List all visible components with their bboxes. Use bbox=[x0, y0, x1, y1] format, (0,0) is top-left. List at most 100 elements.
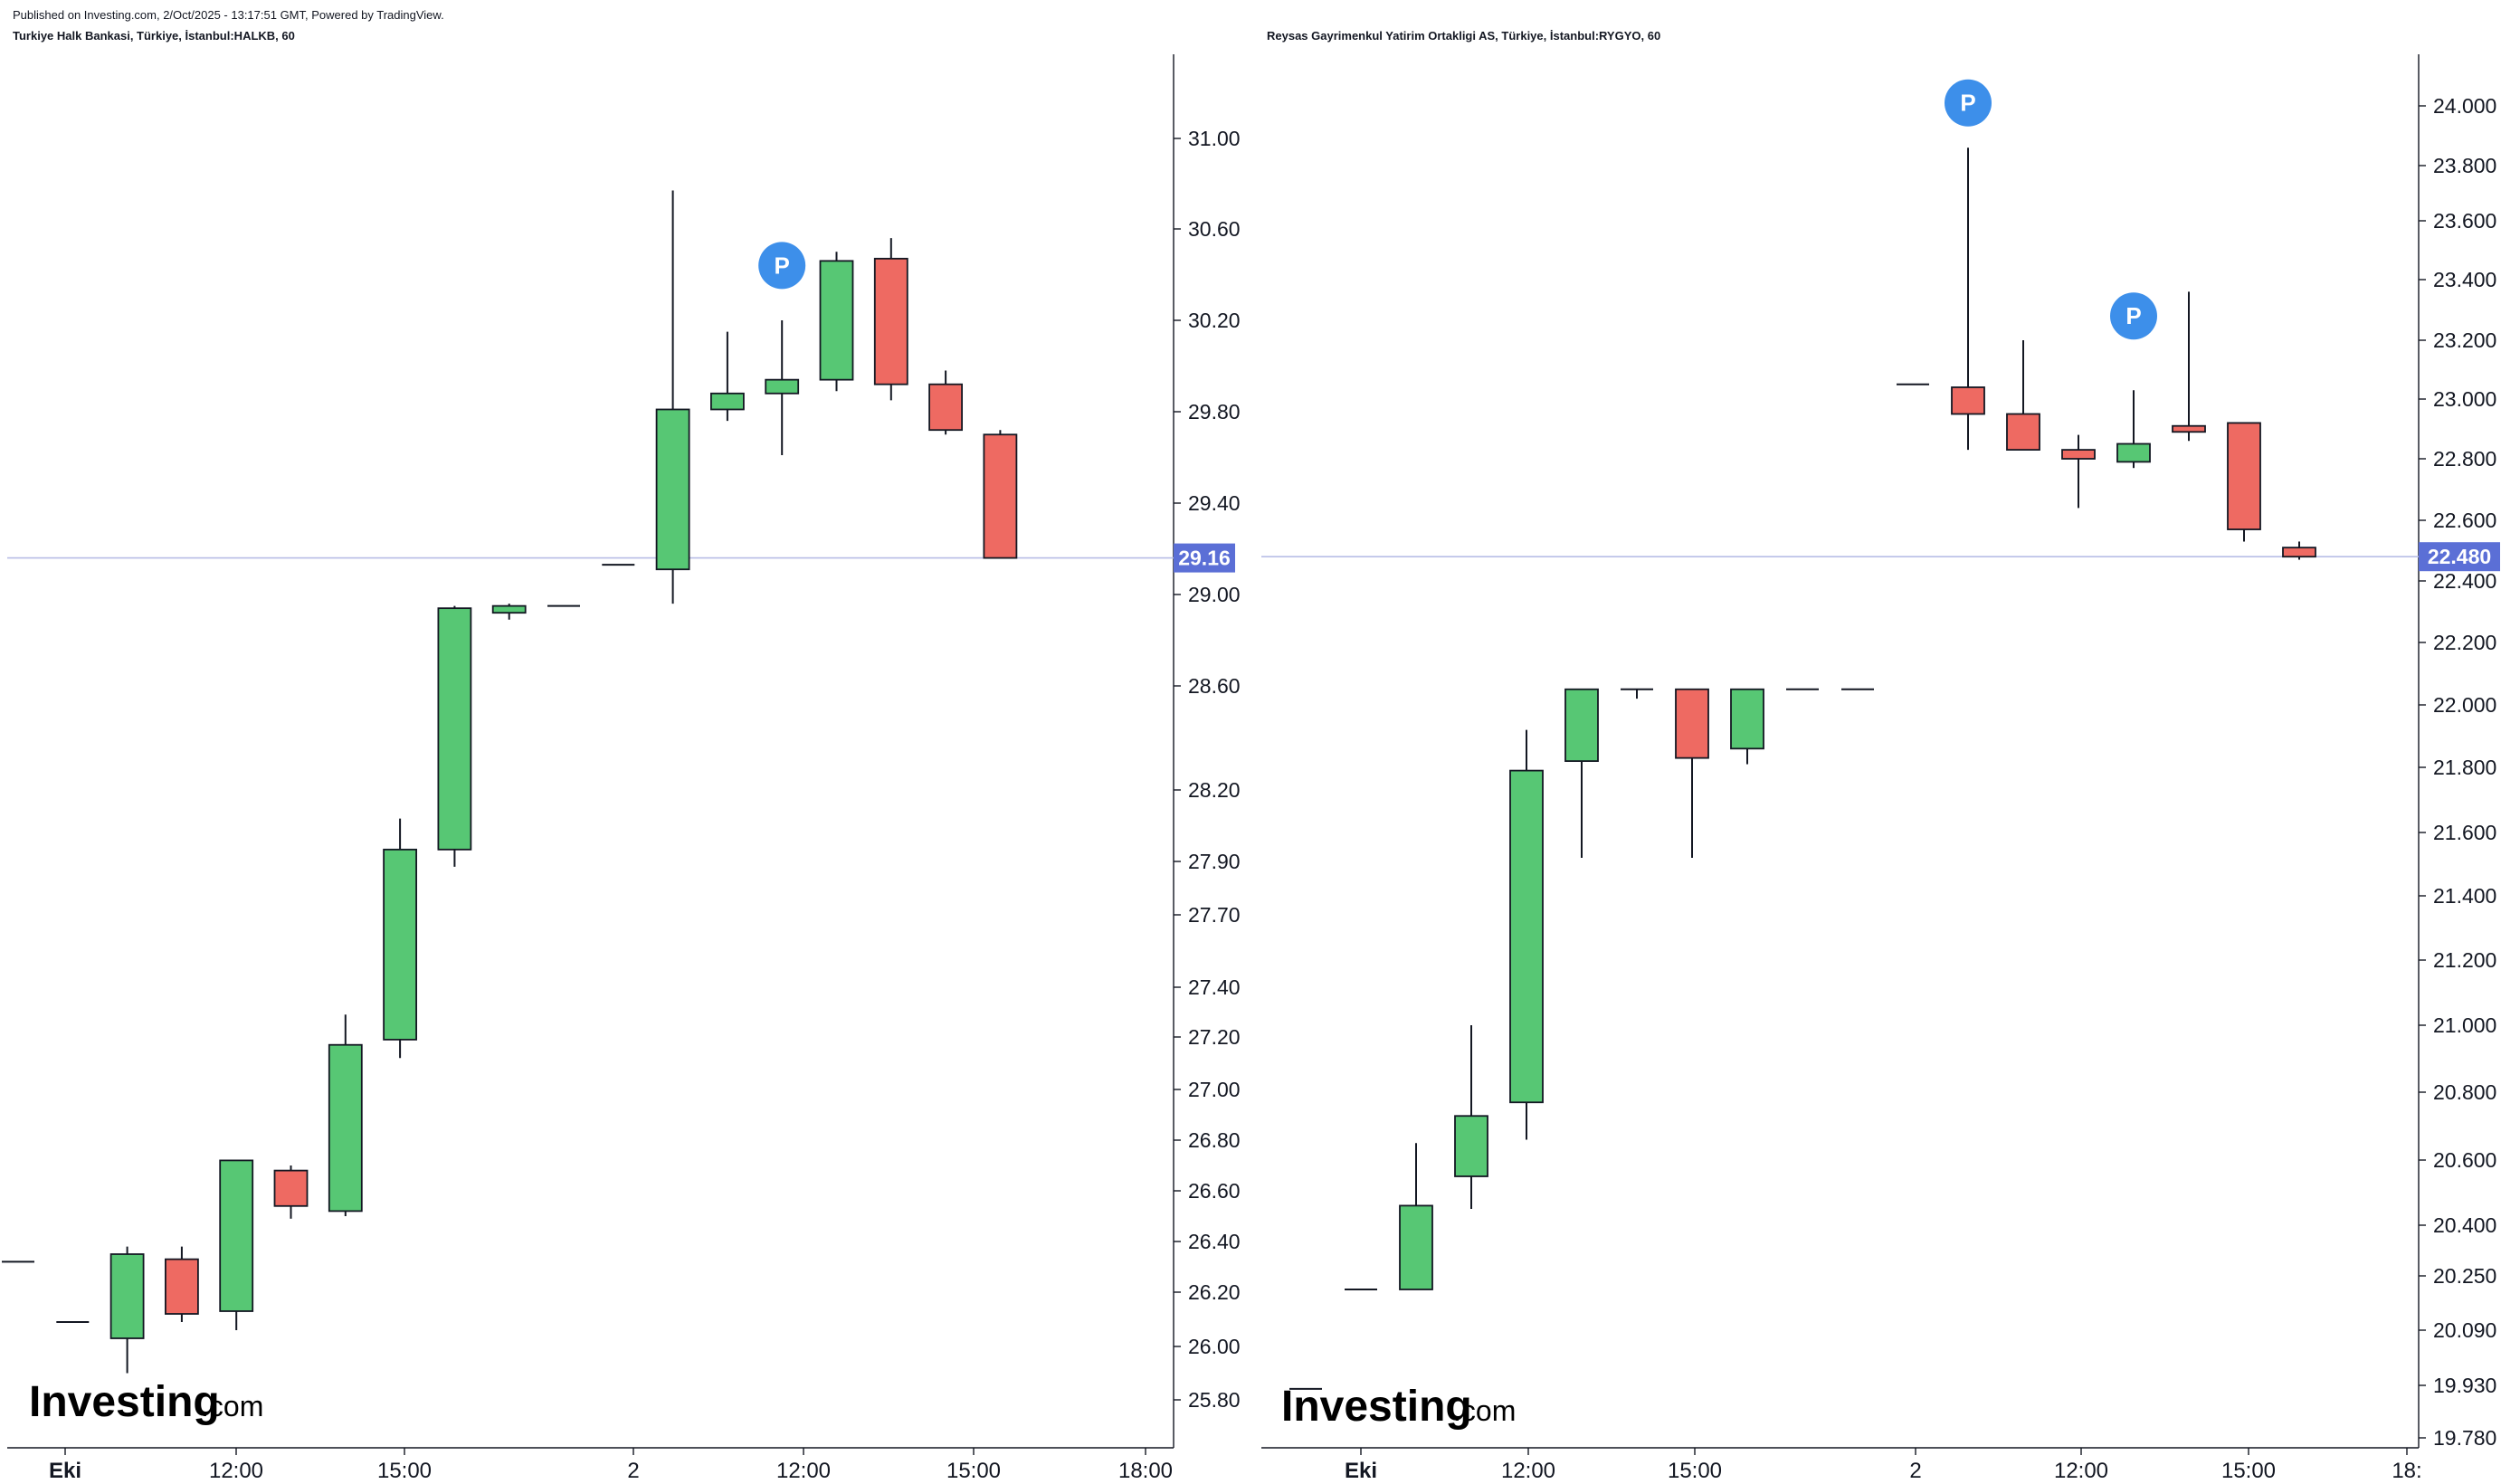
price-tick-label: 20.250 bbox=[2433, 1264, 2496, 1288]
candle[interactable] bbox=[437, 605, 472, 867]
candle[interactable] bbox=[1730, 688, 1764, 765]
candle-body-up bbox=[328, 1043, 363, 1213]
time-tick-label: Eki bbox=[49, 1459, 81, 1483]
price-tick-label: 26.80 bbox=[1188, 1128, 1241, 1152]
candle[interactable] bbox=[2061, 434, 2096, 509]
logo-text: Investing bbox=[1281, 1383, 1472, 1431]
candle[interactable] bbox=[219, 1159, 254, 1330]
candle-body-up bbox=[2116, 442, 2151, 463]
price-tick-label: 21.600 bbox=[2433, 821, 2496, 844]
price-tick-label: 19.780 bbox=[2433, 1426, 2496, 1450]
candle[interactable] bbox=[1454, 1025, 1488, 1209]
price-tick-label: 22.000 bbox=[2433, 693, 2496, 717]
candle[interactable] bbox=[109, 1246, 145, 1374]
candle-body-down bbox=[1951, 386, 1985, 415]
price-tick-label: 28.60 bbox=[1188, 674, 1241, 698]
price-tag-value: 22.480 bbox=[2428, 545, 2491, 568]
candle[interactable] bbox=[1399, 1143, 1433, 1290]
candle-body-down bbox=[2227, 422, 2261, 530]
candle-body-up bbox=[1509, 769, 1544, 1104]
candle[interactable] bbox=[1951, 147, 1985, 451]
logo-suffix: .com bbox=[201, 1390, 263, 1422]
price-tick-label: 29.40 bbox=[1188, 491, 1241, 515]
last-price-tag: 22.480 bbox=[2419, 542, 2500, 572]
candle-body-down bbox=[2006, 413, 2040, 451]
price-tick-label: 29.80 bbox=[1188, 400, 1241, 423]
candle[interactable] bbox=[1675, 688, 1709, 858]
logo-suffix: .com bbox=[1453, 1394, 1516, 1427]
candle-body-up bbox=[655, 408, 690, 571]
candle-body-down bbox=[2061, 449, 2096, 460]
candle-body-down bbox=[2282, 547, 2316, 558]
candle[interactable] bbox=[1509, 729, 1544, 1140]
price-tick-label: 20.400 bbox=[2433, 1213, 2496, 1237]
marker-label: P bbox=[775, 252, 790, 279]
published-note: Published on Investing.com, 2/Oct/2025 -… bbox=[13, 8, 444, 22]
last-price-tag: 29.16 bbox=[1174, 543, 1235, 573]
logo-text: Investing bbox=[29, 1378, 220, 1426]
candle[interactable] bbox=[983, 430, 1018, 559]
event-marker[interactable]: P bbox=[1945, 79, 1992, 127]
price-tag-value: 29.16 bbox=[1178, 547, 1231, 570]
price-tick-label: 20.090 bbox=[2433, 1318, 2496, 1342]
candle[interactable] bbox=[1621, 688, 1653, 699]
candle[interactable] bbox=[928, 370, 963, 435]
price-tick-label: 23.000 bbox=[2433, 387, 2496, 411]
chart-1-panel[interactable]: 31.00 30.60 30.20 29.80 29.40 29.00 28.60 28.20… bbox=[2, 54, 1241, 1483]
time-tick-label: 12:00 bbox=[776, 1459, 831, 1483]
candle[interactable] bbox=[491, 604, 527, 620]
candle-body-up bbox=[765, 378, 800, 395]
candle[interactable] bbox=[2282, 541, 2316, 560]
candle[interactable] bbox=[273, 1165, 309, 1219]
price-tick-label: 26.40 bbox=[1188, 1230, 1241, 1253]
marker-circle bbox=[758, 242, 806, 290]
candle[interactable] bbox=[164, 1246, 199, 1322]
marker-label: P bbox=[1960, 90, 1975, 117]
candle[interactable] bbox=[328, 1014, 363, 1216]
candle[interactable] bbox=[2227, 422, 2261, 542]
candle-body-down bbox=[1675, 688, 1709, 759]
time-tick-label: 15:00 bbox=[377, 1459, 432, 1483]
price-tick-label: 31.00 bbox=[1188, 127, 1241, 150]
chart-2-panel[interactable]: 24.000 23.800 23.600 23.400 23.200 23.000 22.8… bbox=[1261, 54, 2500, 1483]
investing-logo-right: Investing .com bbox=[1281, 1383, 1516, 1431]
price-tick-label: 27.40 bbox=[1188, 975, 1241, 999]
price-tick-label: 26.20 bbox=[1188, 1280, 1241, 1304]
price-tick-label: 22.800 bbox=[2433, 447, 2496, 471]
price-tick-label: 27.90 bbox=[1188, 850, 1241, 873]
event-marker[interactable]: P bbox=[2110, 292, 2157, 340]
time-tick-label: 15:00 bbox=[946, 1459, 1001, 1483]
candle[interactable] bbox=[2116, 390, 2151, 469]
time-tick-label: 12:00 bbox=[209, 1459, 263, 1483]
candle[interactable] bbox=[710, 331, 745, 422]
price-tick-label: 23.400 bbox=[2433, 268, 2496, 291]
marker-circle bbox=[2110, 292, 2157, 340]
time-tick-label: 2 bbox=[627, 1459, 639, 1483]
candle[interactable] bbox=[765, 320, 800, 455]
candle-body-up bbox=[1564, 688, 1599, 762]
candle-body-down bbox=[164, 1258, 199, 1315]
candle-body-up bbox=[109, 1253, 145, 1339]
price-tick-label: 20.800 bbox=[2433, 1080, 2496, 1104]
price-tick-label: 21.200 bbox=[2433, 948, 2496, 972]
candle-body-down bbox=[983, 433, 1018, 559]
candle-body-up bbox=[491, 604, 527, 614]
candle[interactable] bbox=[2172, 291, 2206, 442]
investing-logo-left: Investing .com bbox=[29, 1378, 263, 1426]
candle[interactable] bbox=[383, 818, 418, 1059]
candle[interactable] bbox=[2006, 340, 2040, 451]
candle-body-up bbox=[1399, 1204, 1433, 1290]
candle-body-up bbox=[219, 1159, 254, 1312]
candle[interactable] bbox=[873, 238, 908, 401]
event-marker[interactable]: P bbox=[758, 242, 806, 290]
time-tick-label: Eki bbox=[1345, 1459, 1377, 1483]
candle[interactable] bbox=[1564, 688, 1599, 858]
candle[interactable] bbox=[655, 190, 690, 604]
price-tick-label: 23.200 bbox=[2433, 328, 2496, 352]
chart-1-title: Turkiye Halk Bankasi, Türkiye, İstanbul:… bbox=[13, 29, 295, 43]
price-tick-label: 26.00 bbox=[1188, 1335, 1241, 1358]
price-tick-label: 24.000 bbox=[2433, 94, 2496, 118]
price-tick-label: 20.600 bbox=[2433, 1148, 2496, 1172]
candle[interactable] bbox=[819, 252, 854, 392]
